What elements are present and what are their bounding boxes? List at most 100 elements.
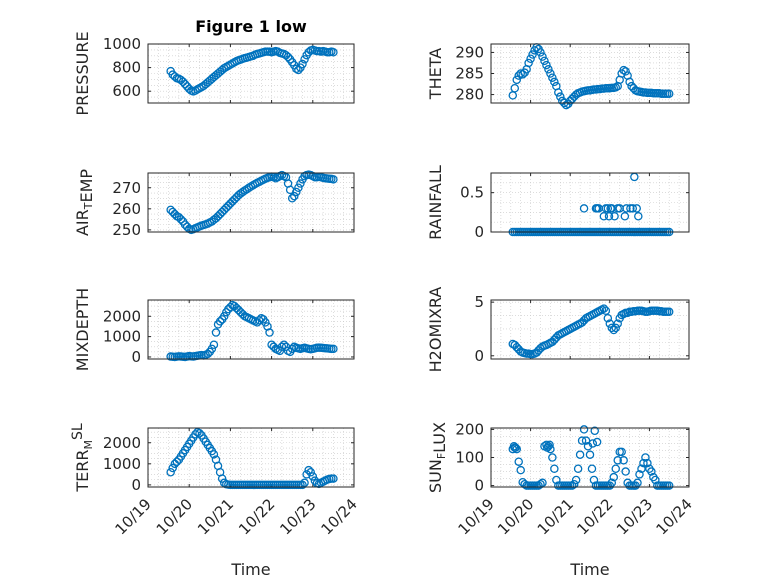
data-point <box>512 75 521 85</box>
data-point <box>592 437 602 447</box>
figure-title: Figure 1 low <box>195 17 307 36</box>
data-point <box>603 313 613 323</box>
data-point <box>287 194 297 203</box>
data-point <box>548 453 557 462</box>
series-sun_flux <box>508 425 674 490</box>
data-point <box>283 52 293 62</box>
y-tick-label: 260 <box>112 200 141 218</box>
y-tick-label: 270 <box>112 179 141 197</box>
data-point <box>619 65 628 75</box>
data-point <box>546 69 555 78</box>
data-point <box>571 475 581 485</box>
y-tick-label: 1000 <box>103 455 141 473</box>
data-point <box>329 48 338 57</box>
series-air_temp <box>166 170 338 235</box>
y-tick-label: 600 <box>112 82 141 100</box>
data-point <box>587 464 597 473</box>
data-point <box>633 478 642 488</box>
data-point <box>520 479 529 489</box>
y-axis-label: SUNFLUX <box>426 422 449 493</box>
data-point <box>304 465 313 475</box>
data-point <box>300 55 309 64</box>
data-point <box>643 458 652 468</box>
data-point <box>607 323 617 333</box>
data-point <box>613 456 622 465</box>
y-tick-label: 100 <box>455 449 484 467</box>
y-axis-label: MIXDEPTH <box>73 288 92 371</box>
data-point <box>607 478 617 488</box>
data-point <box>613 319 622 328</box>
data-point <box>603 204 613 213</box>
data-point <box>191 430 200 439</box>
y-tick-label: 0 <box>131 348 141 366</box>
data-point <box>329 474 338 483</box>
data-point <box>628 204 638 213</box>
data-point <box>610 212 619 221</box>
data-point <box>579 425 589 434</box>
y-tick-label: 2000 <box>103 307 141 325</box>
data-point <box>621 467 630 476</box>
data-point <box>609 472 619 482</box>
x-tick-label: 10/24 <box>318 495 361 538</box>
data-point <box>514 457 523 466</box>
x-axis-label: Time <box>230 560 270 579</box>
axes-box <box>490 43 690 104</box>
data-point <box>244 183 254 192</box>
data-point <box>538 478 547 488</box>
data-point <box>294 183 303 192</box>
data-point <box>664 307 674 317</box>
axes-box <box>490 299 690 360</box>
subplot-h2omixra: 0 5 H2OMIXRA <box>426 287 690 373</box>
y-axis-label: AIRTEMP <box>73 169 96 236</box>
data-point <box>209 340 219 350</box>
data-point <box>639 458 648 468</box>
data-point <box>277 342 287 352</box>
data-point <box>611 464 620 473</box>
data-point <box>545 440 554 450</box>
data-point <box>217 474 227 483</box>
axes-box <box>147 299 355 360</box>
y-tick-label: 1000 <box>103 35 141 53</box>
data-point <box>528 50 537 59</box>
y-axis-label: PRESSURE <box>73 31 92 115</box>
data-point <box>176 215 186 224</box>
data-point <box>300 478 309 488</box>
series-terr_msl <box>166 427 338 490</box>
data-point <box>641 453 650 462</box>
data-point <box>275 346 285 356</box>
series-theta <box>508 43 674 110</box>
y-axis-label: THETA <box>426 48 445 100</box>
data-point <box>588 439 598 448</box>
series-pressure <box>166 45 338 96</box>
data-point <box>298 480 307 490</box>
data-point <box>261 318 270 327</box>
data-point <box>619 456 628 465</box>
data-point <box>621 67 630 76</box>
data-point <box>577 436 587 445</box>
x-tick-label: 10/22 <box>573 495 616 538</box>
axes-box <box>490 172 690 233</box>
y-tick-label: 0.5 <box>460 184 484 202</box>
data-point <box>287 344 297 354</box>
subplot-air_temp: 250 260 270 AIRTEMP <box>73 169 355 239</box>
data-point <box>526 54 535 64</box>
data-point <box>611 83 620 92</box>
data-point <box>556 92 565 101</box>
data-point <box>516 465 525 475</box>
data-point <box>524 58 533 68</box>
data-point <box>265 328 274 337</box>
y-tick-label: 200 <box>455 420 484 438</box>
data-point <box>575 450 585 459</box>
x-axis-label: Time <box>569 560 609 579</box>
y-axis-label: H2OMIXRA <box>426 287 445 373</box>
data-point <box>620 212 630 221</box>
y-tick-label: 2000 <box>103 434 141 452</box>
subplot-mixdepth: 0 1000 2000 MIXDEPTH <box>73 288 355 371</box>
data-point <box>664 481 674 490</box>
data-point <box>279 340 289 350</box>
data-point <box>599 212 609 221</box>
data-point <box>180 79 190 89</box>
data-point <box>509 442 519 451</box>
